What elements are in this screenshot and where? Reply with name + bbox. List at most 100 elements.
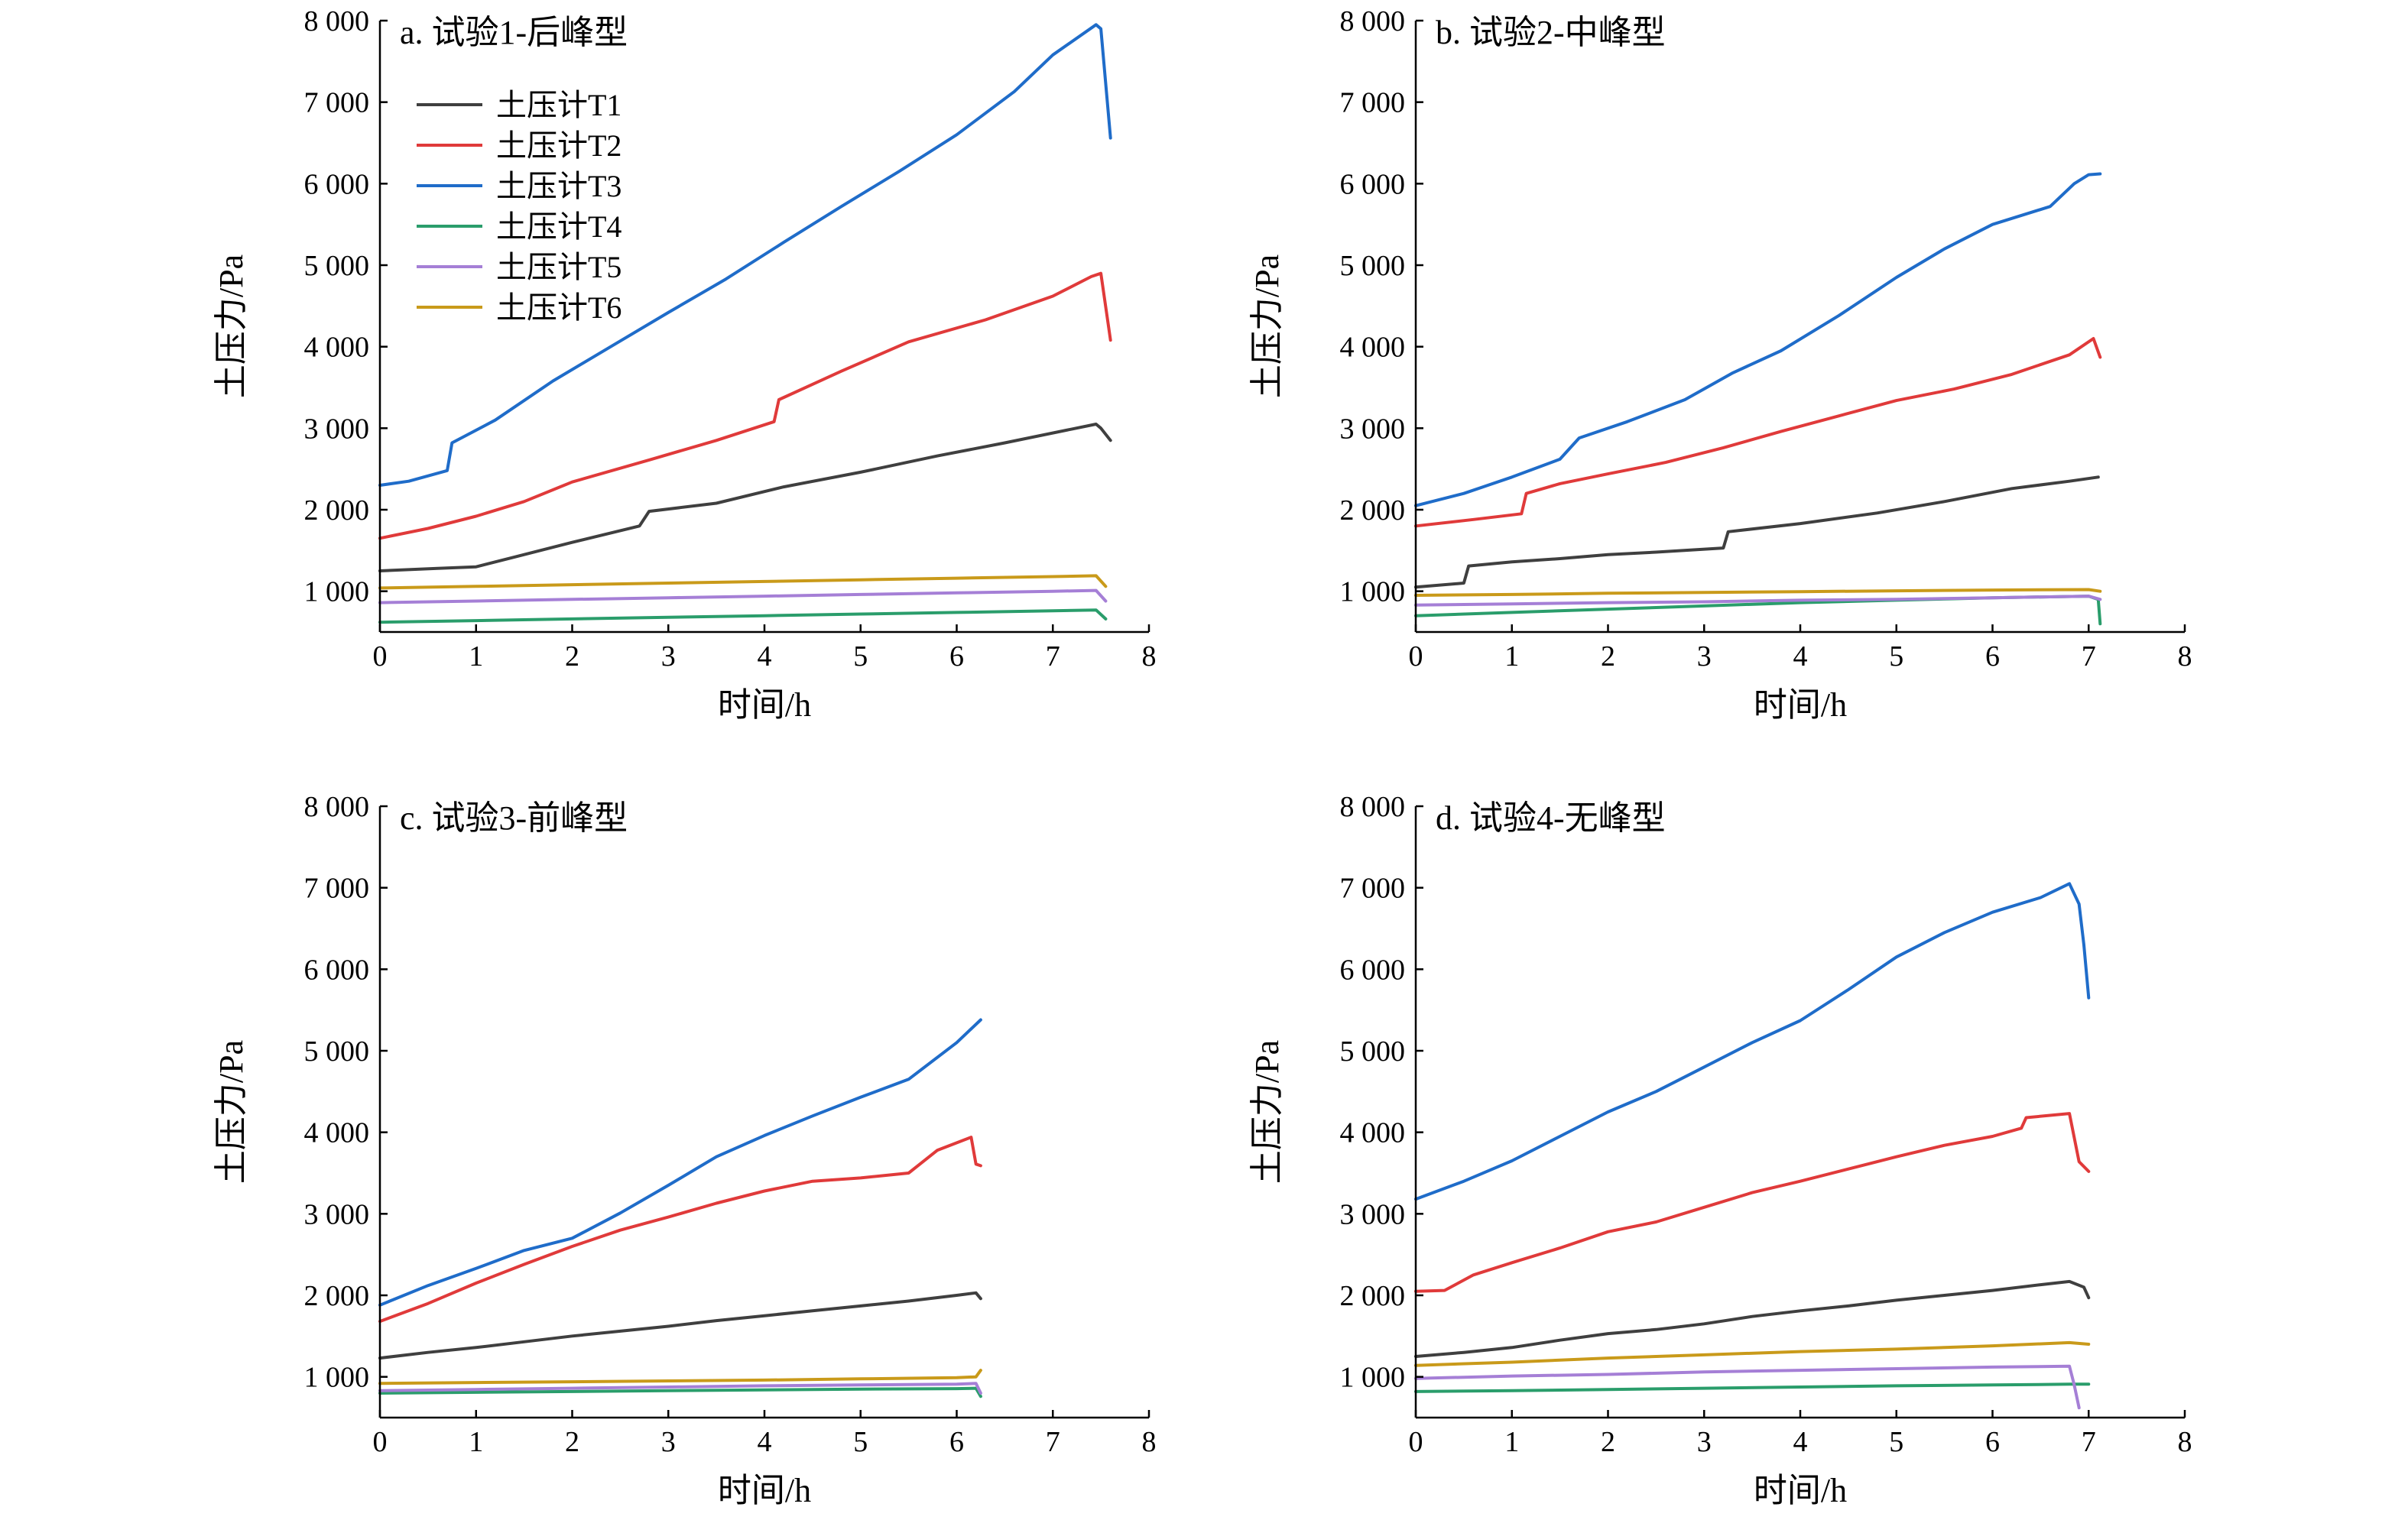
- panel-title: d. 试验4-无峰型: [1436, 799, 1666, 837]
- y-tick-label: 5 000: [1340, 250, 1406, 282]
- x-tick-label: 7: [2082, 640, 2096, 672]
- series-line-土压计T2: [378, 1136, 982, 1324]
- y-tick-label: 4 000: [1340, 1117, 1406, 1149]
- x-tick-label: 6: [1985, 640, 2000, 672]
- y-tick-label: 7 000: [1340, 87, 1406, 119]
- x-tick-label: 3: [661, 640, 676, 672]
- x-tick-label: 7: [1046, 640, 1060, 672]
- series-line-土压计T4: [1414, 1382, 2091, 1393]
- panel-title: b. 试验2-中峰型: [1436, 14, 1666, 51]
- x-tick-label: 1: [1504, 1426, 1519, 1458]
- x-tick-label: 3: [1697, 640, 1712, 672]
- x-tick-label: 2: [565, 640, 579, 672]
- x-tick-label: 8: [2178, 640, 2192, 672]
- series-line-土压计T3: [1414, 882, 2091, 1201]
- x-tick-label: 5: [853, 640, 868, 672]
- y-axis-title: 土压力/Pa: [1248, 1040, 1286, 1184]
- x-tick-label: 0: [373, 1426, 388, 1458]
- y-tick-label: 8 000: [1340, 791, 1406, 823]
- series-group: [1414, 882, 2091, 1410]
- x-tick-label: 1: [1504, 640, 1519, 672]
- y-tick-label: 3 000: [1340, 1198, 1406, 1230]
- y-tick-label: 1 000: [1340, 576, 1406, 608]
- x-tick-label: 6: [1985, 1426, 2000, 1458]
- y-tick-label: 4 000: [304, 1117, 370, 1149]
- x-axis-title: 时间/h: [1754, 1472, 1847, 1509]
- x-tick-label: 8: [2178, 1426, 2192, 1458]
- legend-label: 土压计T6: [496, 290, 621, 325]
- x-tick-label: 3: [1697, 1426, 1712, 1458]
- series-line-土压计T2: [378, 271, 1112, 540]
- y-tick-label: 5 000: [304, 250, 370, 282]
- x-tick-label: 2: [1601, 640, 1615, 672]
- x-tick-label: 1: [469, 640, 483, 672]
- y-tick-label: 3 000: [304, 1198, 370, 1230]
- y-tick-label: 5 000: [304, 1035, 370, 1068]
- y-tick-label: 3 000: [1340, 413, 1406, 445]
- chart-panel-3: 0 1 2 3 4 5 6 7 8 1 000 2 000 3 000 4 000 5 000 6 000 7…: [213, 791, 1157, 1509]
- chart-panel-1: 0 1 2 3 4 5 6 7 8 1 000 2 000 3 000 4 000 5 000 6 000 7…: [213, 5, 1157, 724]
- x-axis-title: 时间/h: [718, 686, 811, 724]
- series-line-土压计T5: [378, 588, 1108, 604]
- series-line-土压计T1: [1414, 1279, 2091, 1358]
- series-line-土压计T3: [378, 1018, 982, 1307]
- series-line-土压计T4: [378, 1386, 982, 1398]
- y-tick-label: 7 000: [304, 873, 370, 905]
- legend-label: 土压计T3: [496, 169, 621, 203]
- legend-entry: 土压计T5: [417, 250, 621, 284]
- x-tick-label: 7: [1046, 1426, 1060, 1458]
- x-tick-label: 8: [1142, 640, 1157, 672]
- series-line-土压计T1: [378, 1291, 982, 1360]
- x-axis-title: 时间/h: [1754, 686, 1847, 724]
- series-line-土压计T6: [1414, 1340, 2091, 1367]
- series-line-土压计T5: [378, 1382, 982, 1395]
- x-tick-label: 0: [373, 640, 388, 672]
- x-tick-label: 0: [1409, 1426, 1423, 1458]
- series-line-土压计T2: [1414, 1112, 2091, 1293]
- series-line-土压计T5: [1414, 595, 2102, 607]
- y-tick-label: 6 000: [1340, 954, 1406, 986]
- x-tick-label: 8: [1142, 1426, 1157, 1458]
- x-tick-label: 3: [661, 1426, 676, 1458]
- x-tick-label: 5: [1889, 1426, 1903, 1458]
- y-tick-label: 1 000: [1340, 1362, 1406, 1394]
- series-line-土压计T3: [378, 23, 1112, 487]
- x-tick-label: 1: [469, 1426, 483, 1458]
- series-line-土压计T2: [1414, 337, 2102, 528]
- y-tick-label: 1 000: [304, 576, 370, 608]
- legend-entry: 土压计T4: [417, 209, 621, 244]
- y-tick-label: 6 000: [304, 954, 370, 986]
- x-tick-label: 5: [1889, 640, 1903, 672]
- x-tick-label: 6: [949, 640, 964, 672]
- y-tick-label: 2 000: [304, 1280, 370, 1312]
- chart-panel-4: 0 1 2 3 4 5 6 7 8 1 000 2 000 3 000 4 000 5 000 6 000 7…: [1248, 791, 2192, 1509]
- y-tick-label: 4 000: [1340, 332, 1406, 364]
- series-line-土压计T5: [1414, 1364, 2081, 1410]
- y-axis-title: 土压力/Pa: [213, 1040, 250, 1184]
- series-group: [1414, 172, 2102, 626]
- x-tick-label: 7: [2082, 1426, 2096, 1458]
- legend-entry: 土压计T1: [417, 88, 621, 122]
- y-tick-label: 8 000: [304, 5, 370, 37]
- x-tick-label: 4: [1793, 1426, 1808, 1458]
- series-group: [378, 23, 1112, 624]
- series-line-土压计T1: [1414, 475, 2100, 589]
- y-axis-title: 土压力/Pa: [213, 254, 250, 398]
- legend: 土压计T1 土压计T2 土压计T3 土压计T4 土压计T5 土压计T6: [417, 88, 621, 325]
- x-tick-label: 4: [758, 640, 772, 672]
- legend-entry: 土压计T6: [417, 290, 621, 325]
- x-tick-label: 6: [949, 1426, 964, 1458]
- y-tick-label: 7 000: [304, 87, 370, 119]
- x-tick-label: 2: [565, 1426, 579, 1458]
- y-tick-label: 6 000: [304, 168, 370, 200]
- y-tick-label: 6 000: [1340, 168, 1406, 200]
- y-tick-label: 8 000: [1340, 5, 1406, 37]
- series-line-土压计T4: [378, 608, 1108, 624]
- series-line-土压计T6: [378, 1369, 982, 1386]
- x-tick-label: 4: [758, 1426, 772, 1458]
- x-tick-label: 4: [1793, 640, 1808, 672]
- y-tick-label: 8 000: [304, 791, 370, 823]
- series-group: [378, 1018, 982, 1398]
- legend-label: 土压计T4: [496, 209, 621, 244]
